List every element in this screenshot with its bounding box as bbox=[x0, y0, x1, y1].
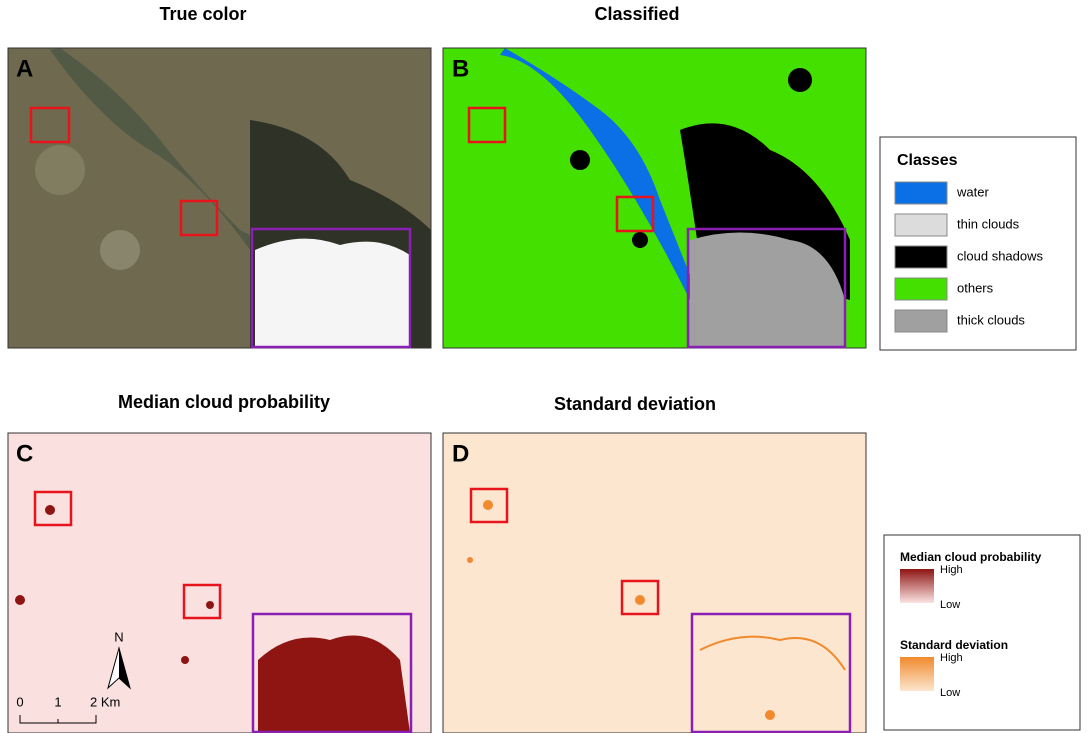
panel-title: True color bbox=[159, 4, 246, 24]
gradient-title: Median cloud probability bbox=[900, 550, 1042, 564]
north-label: N bbox=[114, 629, 123, 644]
scale-label: 0 bbox=[16, 694, 23, 709]
panel-title: Standard deviation bbox=[554, 394, 716, 414]
legend-swatch bbox=[895, 310, 947, 332]
legend-title: Classes bbox=[897, 152, 958, 169]
legend-label: others bbox=[957, 280, 994, 295]
scale-label: 2 Km bbox=[90, 694, 120, 709]
gradient-high: High bbox=[940, 564, 963, 576]
gradient-low: Low bbox=[940, 599, 960, 611]
panel-title: Median cloud probability bbox=[118, 392, 330, 412]
legend-label: thin clouds bbox=[957, 216, 1020, 231]
panel-title: Classified bbox=[594, 4, 679, 24]
gradient-low: Low bbox=[940, 687, 960, 699]
legend-label: cloud shadows bbox=[957, 248, 1043, 263]
legend-swatch bbox=[895, 246, 947, 268]
gradient-ramp bbox=[900, 569, 934, 603]
panel-letter: B bbox=[452, 55, 469, 82]
panel-b-image bbox=[443, 48, 866, 348]
gradient-high: High bbox=[940, 652, 963, 664]
panel-letter: C bbox=[16, 440, 33, 467]
panel-a-image bbox=[8, 48, 431, 348]
gradient-title: Standard deviation bbox=[900, 638, 1008, 652]
panel-c-image bbox=[8, 433, 431, 733]
legend-label: thick clouds bbox=[957, 312, 1025, 327]
legend-label: water bbox=[956, 184, 989, 199]
figure: True color Classified Median cloud proba… bbox=[0, 0, 1088, 733]
legend-swatch bbox=[895, 182, 947, 204]
scale-label: 1 bbox=[54, 694, 61, 709]
gradient-legend bbox=[884, 535, 1080, 730]
legend-swatch bbox=[895, 278, 947, 300]
panel-letter: A bbox=[16, 55, 33, 82]
legend-swatch bbox=[895, 214, 947, 236]
panel-letter: D bbox=[452, 440, 469, 467]
gradient-ramp bbox=[900, 657, 934, 691]
panel-d-image bbox=[443, 433, 866, 733]
